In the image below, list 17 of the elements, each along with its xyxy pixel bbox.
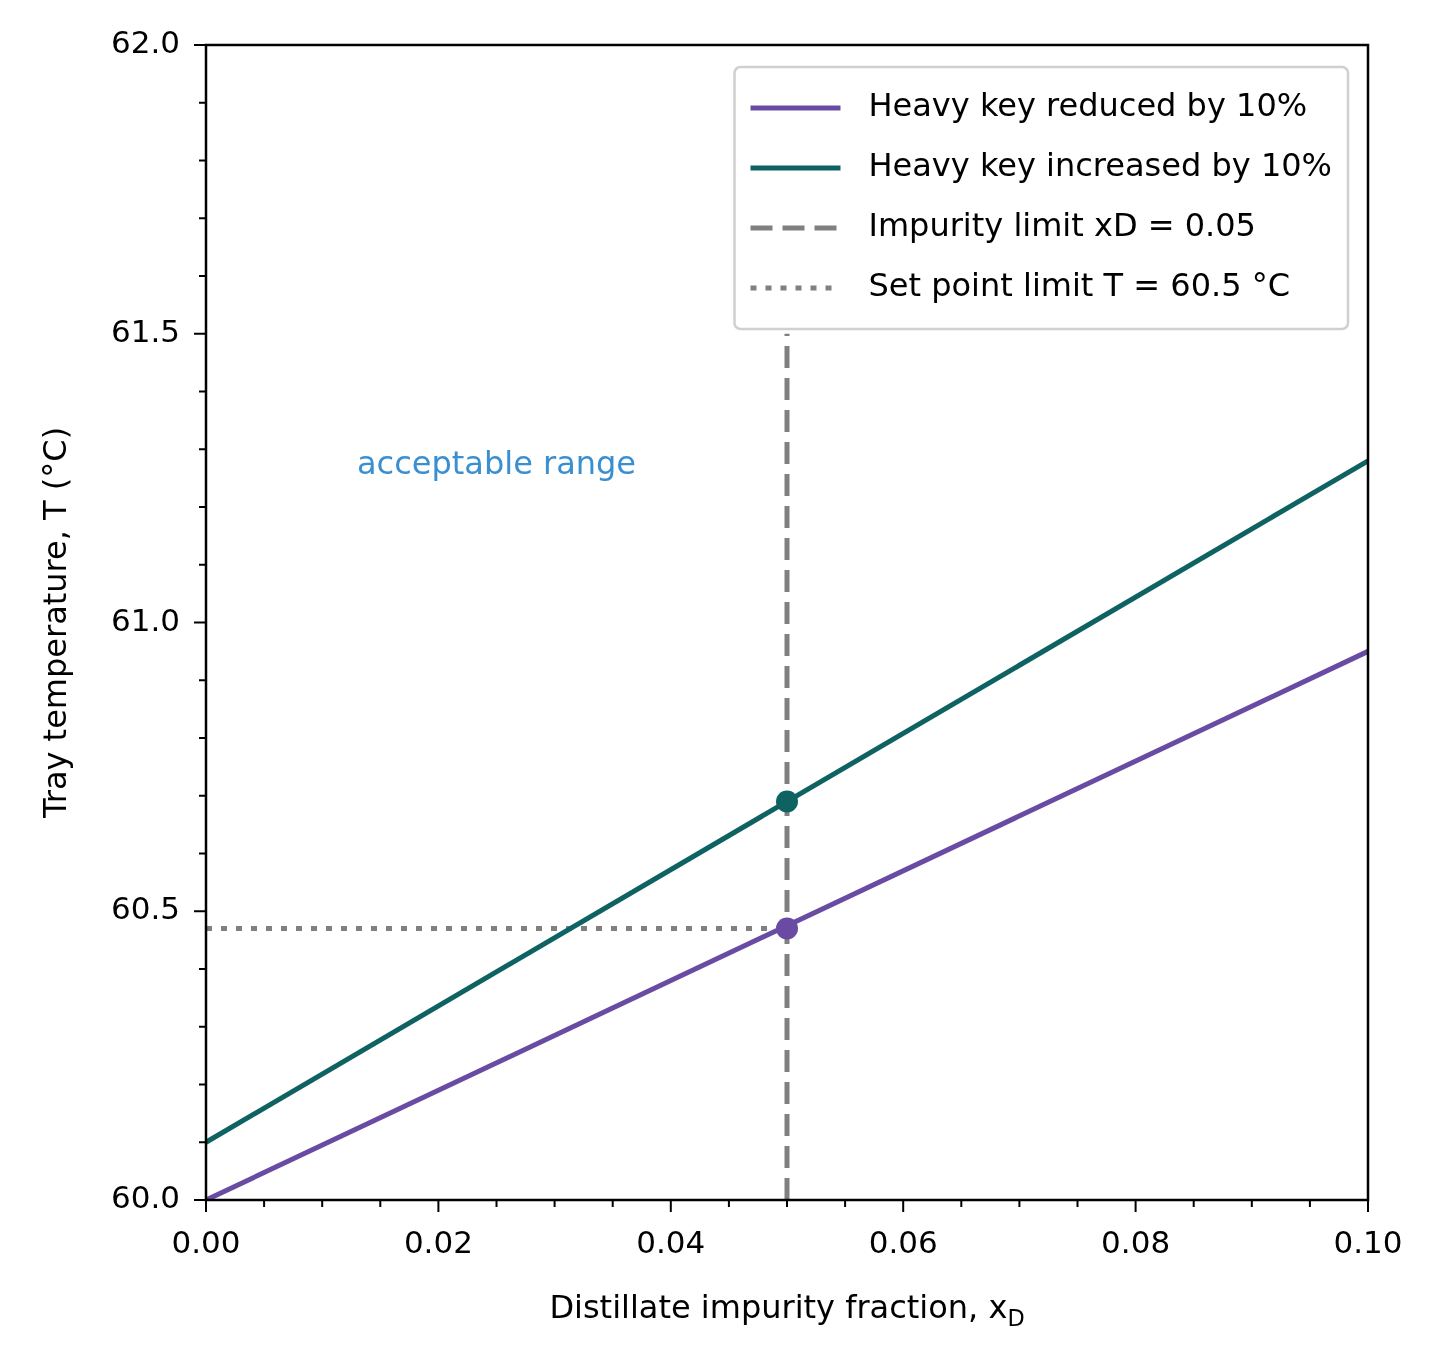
y-axis-title: Tray temperature, T (°C) <box>36 426 74 820</box>
legend-label: Set point limit T = 60.5 °C <box>868 266 1291 305</box>
x-tick-label: 0.10 <box>1333 1223 1403 1260</box>
y-tick-label: 60.5 <box>110 890 180 927</box>
y-tick-label: 60.0 <box>110 1179 180 1216</box>
annotation: acceptable range <box>356 443 637 482</box>
x-tick-label: 0.02 <box>403 1223 473 1260</box>
legend-label: Impurity limit xD = 0.05 <box>868 206 1256 245</box>
y-tick-label: 62.0 <box>110 24 180 61</box>
legend-label: Heavy key increased by 10% <box>868 146 1332 185</box>
x-tick-label: 0.00 <box>171 1223 241 1260</box>
x-tick-label: 0.08 <box>1101 1223 1171 1260</box>
x-tick-label: 0.06 <box>868 1223 938 1260</box>
legend-label: Heavy key reduced by 10% <box>868 86 1308 125</box>
x-tick-label: 0.04 <box>636 1223 706 1260</box>
y-tick-label: 61.5 <box>110 312 180 349</box>
y-tick-label: 61.0 <box>110 601 180 638</box>
